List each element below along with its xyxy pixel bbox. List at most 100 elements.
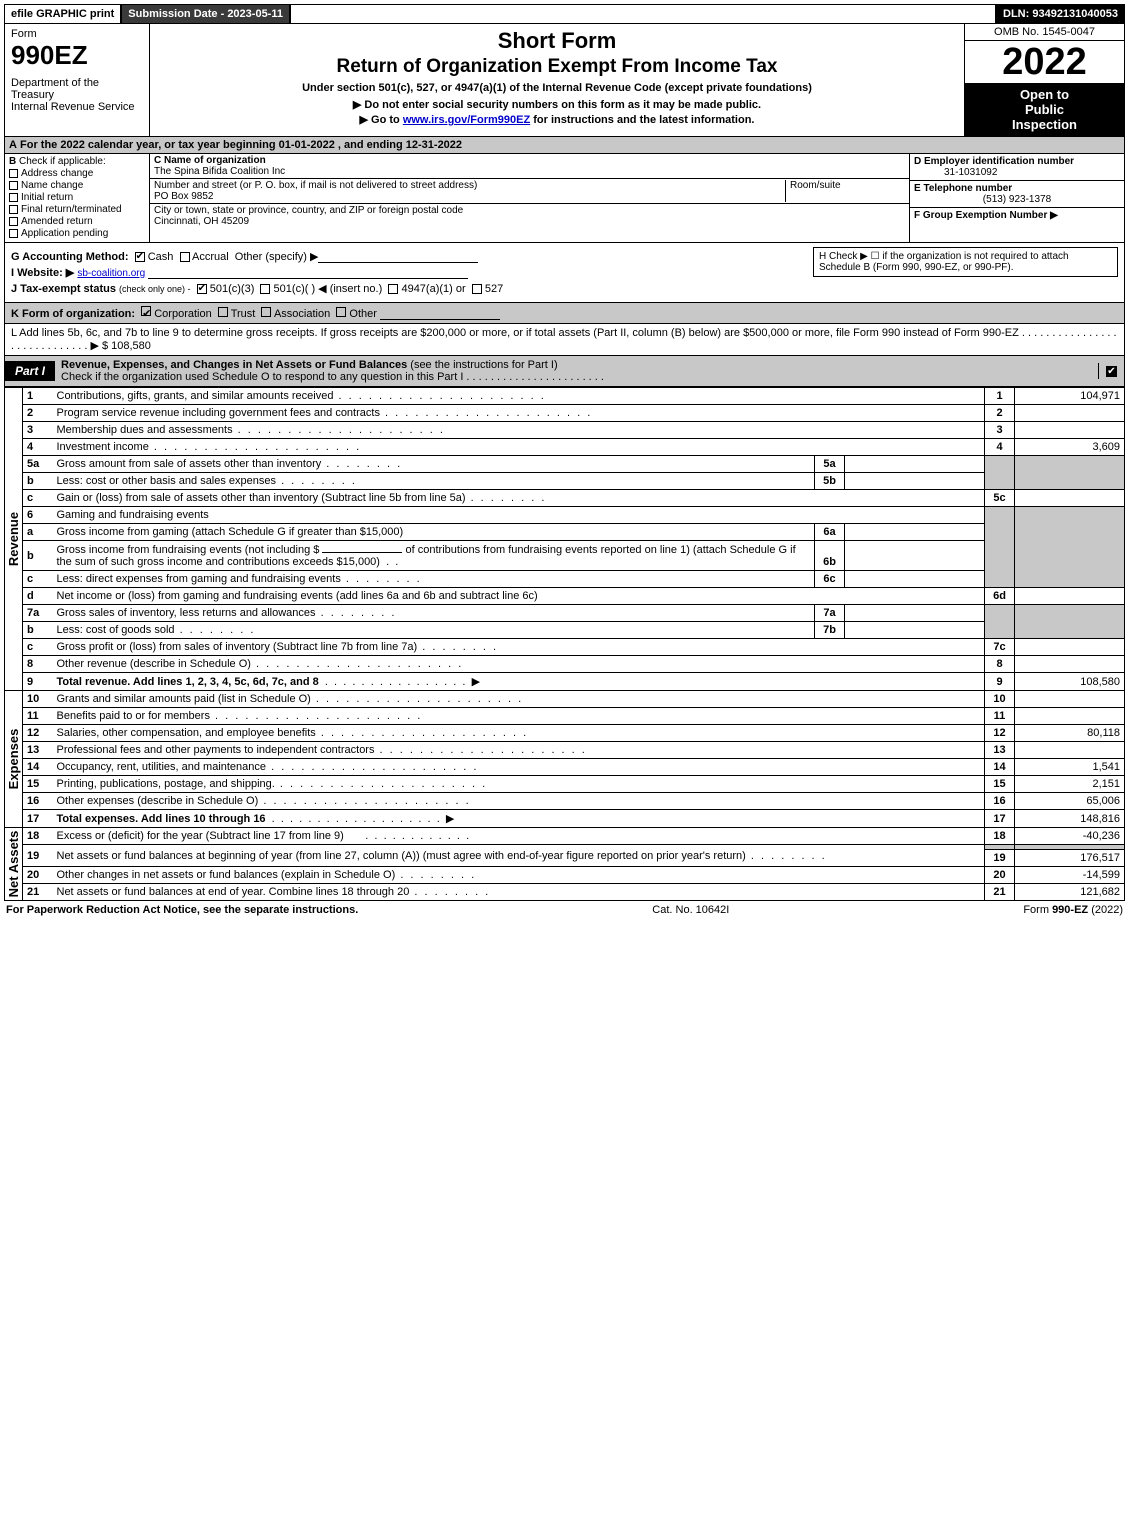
checkbox-527[interactable] xyxy=(472,284,482,294)
part1-title: Revenue, Expenses, and Changes in Net As… xyxy=(61,359,407,371)
l5b-no: b xyxy=(23,473,53,490)
l10-no: 10 xyxy=(23,691,53,708)
l5a-no: 5a xyxy=(23,456,53,473)
l6a-no: a xyxy=(23,524,53,541)
j-501c: 501(c)( ) xyxy=(274,283,316,295)
checkbox-name-change[interactable] xyxy=(9,181,18,190)
checkbox-initial-return[interactable] xyxy=(9,193,18,202)
k-other: Other xyxy=(349,308,377,320)
l8-desc: Other revenue (describe in Schedule O) xyxy=(57,658,464,670)
checkbox-application-pending[interactable] xyxy=(9,229,18,238)
checkbox-501c[interactable] xyxy=(260,284,270,294)
l6d-desc: Net income or (loss) from gaming and fun… xyxy=(53,588,985,605)
tax-year: 2022 xyxy=(965,41,1124,83)
l9-lineno: 9 xyxy=(985,673,1015,691)
form-header: Form 990EZ Department of the Treasury In… xyxy=(4,24,1125,137)
l6-shadeval xyxy=(1015,507,1125,588)
l4-lineno: 4 xyxy=(985,439,1015,456)
l5ab-shadeval xyxy=(1015,456,1125,490)
l6-shade xyxy=(985,507,1015,588)
l6b-desc: Gross income from fundraising events (no… xyxy=(53,541,815,571)
l19-no: 19 xyxy=(23,845,53,867)
short-form-title: Short Form xyxy=(156,28,958,54)
department-label: Department of the Treasury Internal Reve… xyxy=(11,77,143,113)
l13-no: 13 xyxy=(23,742,53,759)
l5ab-shade xyxy=(985,456,1015,490)
goto-prefix: ▶ Go to xyxy=(360,114,403,126)
section-a-letter: A xyxy=(9,139,17,151)
footer-left: For Paperwork Reduction Act Notice, see … xyxy=(6,904,358,916)
l7-shade xyxy=(985,605,1015,639)
line-1: Revenue 1 Contributions, gifts, grants, … xyxy=(5,388,1125,405)
checkbox-final-return[interactable] xyxy=(9,205,18,214)
org-city: Cincinnati, OH 45209 xyxy=(154,216,905,227)
footer-right-form: 990-EZ xyxy=(1052,904,1088,916)
l9-desc-cell: Total revenue. Add lines 1, 2, 3, 4, 5c,… xyxy=(53,673,985,691)
l6a-sub: 6a xyxy=(815,524,845,541)
line-3: 3 Membership dues and assessments 3 xyxy=(5,422,1125,439)
l11-val xyxy=(1015,708,1125,725)
checkbox-trust[interactable] xyxy=(218,307,228,317)
l6a-desc: Gross income from gaming (attach Schedul… xyxy=(53,524,815,541)
g-other-blank xyxy=(318,251,478,263)
l7b-desc: Less: cost of goods sold xyxy=(57,624,256,636)
l5a-desc: Gross amount from sale of assets other t… xyxy=(57,458,403,470)
checkbox-4947[interactable] xyxy=(388,284,398,294)
l8-lineno: 8 xyxy=(985,656,1015,673)
checkbox-address-change[interactable] xyxy=(9,169,18,178)
checkbox-cash[interactable] xyxy=(135,252,145,262)
k-assoc: Association xyxy=(274,308,330,320)
line-5b: b Less: cost or other basis and sales ex… xyxy=(5,473,1125,490)
checkbox-schedule-o-part1[interactable] xyxy=(1106,366,1117,377)
c-street-label: Number and street (or P. O. box, if mail… xyxy=(154,180,785,191)
line-15: 15 Printing, publications, postage, and … xyxy=(5,776,1125,793)
org-street: PO Box 9852 xyxy=(154,191,785,202)
line-11: 11 Benefits paid to or for members 11 xyxy=(5,708,1125,725)
ein-value: 31-1031092 xyxy=(914,167,1120,178)
footer-mid: Cat. No. 10642I xyxy=(652,904,729,916)
checkbox-corporation[interactable]: ✔ xyxy=(141,306,151,316)
checkbox-other-org[interactable] xyxy=(336,307,346,317)
l6c-desc: Less: direct expenses from gaming and fu… xyxy=(57,573,422,585)
l8-no: 8 xyxy=(23,656,53,673)
line-6: 6 Gaming and fundraising events xyxy=(5,507,1125,524)
l4-no: 4 xyxy=(23,439,53,456)
top-bar: efile GRAPHIC print Submission Date - 20… xyxy=(4,4,1125,24)
k-trust: Trust xyxy=(231,308,256,320)
section-l: L Add lines 5b, 6c, and 7b to line 9 to … xyxy=(4,324,1125,356)
checkbox-association[interactable] xyxy=(261,307,271,317)
checkbox-501c3[interactable] xyxy=(197,284,207,294)
line-5a: 5a Gross amount from sale of assets othe… xyxy=(5,456,1125,473)
l14-desc: Occupancy, rent, utilities, and maintena… xyxy=(57,761,479,773)
l5b-sub: 5b xyxy=(815,473,845,490)
line-16: 16 Other expenses (describe in Schedule … xyxy=(5,793,1125,810)
l6b-sub: 6b xyxy=(815,541,845,571)
l4-val: 3,609 xyxy=(1015,439,1125,456)
side-revenue: Revenue xyxy=(5,388,23,691)
efile-print-label[interactable]: efile GRAPHIC print xyxy=(5,5,120,23)
under-section-text: Under section 501(c), 527, or 4947(a)(1)… xyxy=(156,82,958,94)
checkbox-amended-return[interactable] xyxy=(9,217,18,226)
l21-lineno: 21 xyxy=(985,884,1015,901)
b-check-label: Check if applicable: xyxy=(19,156,106,167)
l6b-blank xyxy=(322,543,402,553)
line-2: 2 Program service revenue including gove… xyxy=(5,405,1125,422)
checkbox-accrual[interactable] xyxy=(180,252,190,262)
part1-header: Part I Revenue, Expenses, and Changes in… xyxy=(4,356,1125,387)
l6b-desc1: Gross income from fundraising events (no… xyxy=(57,544,320,556)
l5c-lineno: 5c xyxy=(985,490,1015,507)
l6b-subval xyxy=(845,541,985,571)
l7c-no: c xyxy=(23,639,53,656)
l18-desc: Excess or (deficit) for the year (Subtra… xyxy=(57,830,344,842)
l17-lineno: 17 xyxy=(985,810,1015,828)
line-19a: 19 Net assets or fund balances at beginn… xyxy=(5,845,1125,850)
side-revenue-label: Revenue xyxy=(6,512,21,566)
omb-number: OMB No. 1545-0047 xyxy=(965,24,1124,41)
website-link[interactable]: sb-coalition.org xyxy=(77,268,145,279)
l1-desc: Contributions, gifts, grants, and simila… xyxy=(53,388,985,405)
phone-value: (513) 923-1378 xyxy=(914,194,1120,205)
l14-lineno: 14 xyxy=(985,759,1015,776)
l17-desc-cell: Total expenses. Add lines 10 through 16 … xyxy=(53,810,985,828)
b-item-5: Application pending xyxy=(21,228,108,239)
goto-link[interactable]: www.irs.gov/Form990EZ xyxy=(403,114,530,126)
